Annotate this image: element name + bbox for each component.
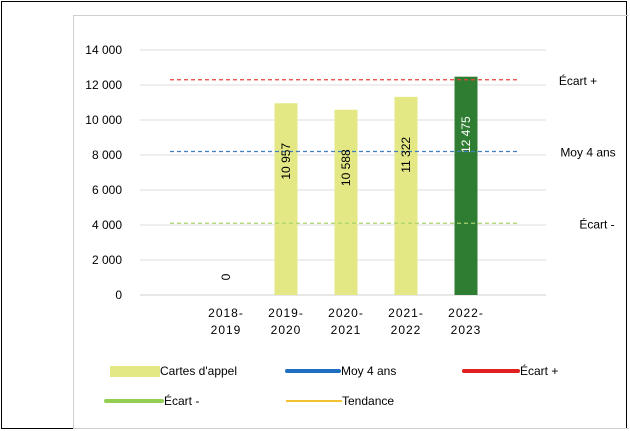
reference-line-label: Écart - bbox=[579, 216, 614, 231]
x-tick-label: 2021- bbox=[388, 306, 424, 320]
y-tick-label: 8 000 bbox=[92, 148, 122, 162]
bar-value-label: 0 bbox=[219, 273, 233, 280]
bars bbox=[274, 76, 478, 296]
x-tick-label: 2018- bbox=[208, 306, 244, 320]
reference-lines bbox=[170, 79, 518, 224]
y-tick-label: 0 bbox=[115, 288, 122, 302]
x-tick-label: 2019- bbox=[268, 306, 304, 320]
y-tick-label: 14 000 bbox=[85, 43, 122, 57]
x-tick-label: 2019 bbox=[211, 323, 242, 337]
reference-line-label: Écart + bbox=[559, 73, 597, 88]
labels: 0 2 000 4 000 6 000 8 000 10 000 12 000 14 000 0… bbox=[85, 43, 615, 337]
bar bbox=[394, 96, 418, 296]
x-tick-label: 2021 bbox=[331, 323, 362, 337]
chart-frame bbox=[73, 15, 629, 429]
bar-value-label: 12 475 bbox=[459, 116, 473, 153]
x-tick-label: 2022- bbox=[448, 306, 484, 320]
y-tick-label: 4 000 bbox=[92, 218, 122, 232]
bar-value-label: 10 588 bbox=[339, 149, 353, 186]
y-tick-label: 6 000 bbox=[92, 183, 122, 197]
x-tick-label: 2023 bbox=[451, 323, 482, 337]
y-tick-label: 2 000 bbox=[92, 253, 122, 267]
y-tick-label: 12 000 bbox=[85, 78, 122, 92]
bar-value-label: 11 322 bbox=[399, 137, 413, 173]
bar-value-label: 10 957 bbox=[279, 143, 293, 180]
y-tick-label: 10 000 bbox=[85, 113, 122, 127]
x-tick-label: 2020 bbox=[271, 323, 302, 337]
x-tick-label: 2020- bbox=[328, 306, 364, 320]
reference-line-label: Moy 4 ans bbox=[560, 146, 615, 160]
bar bbox=[334, 109, 358, 296]
bar bbox=[274, 103, 298, 295]
bar bbox=[454, 76, 478, 295]
x-tick-label: 2022 bbox=[391, 323, 422, 337]
